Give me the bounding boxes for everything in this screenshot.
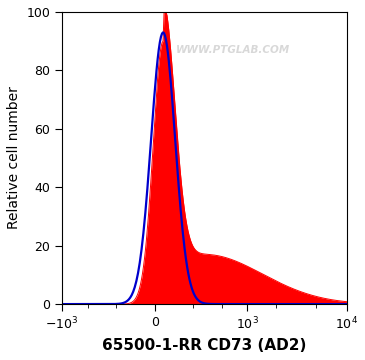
Text: WWW.PTGLAB.COM: WWW.PTGLAB.COM	[176, 45, 290, 55]
Y-axis label: Relative cell number: Relative cell number	[7, 87, 21, 229]
X-axis label: 65500-1-RR CD73 (AD2): 65500-1-RR CD73 (AD2)	[102, 338, 307, 353]
